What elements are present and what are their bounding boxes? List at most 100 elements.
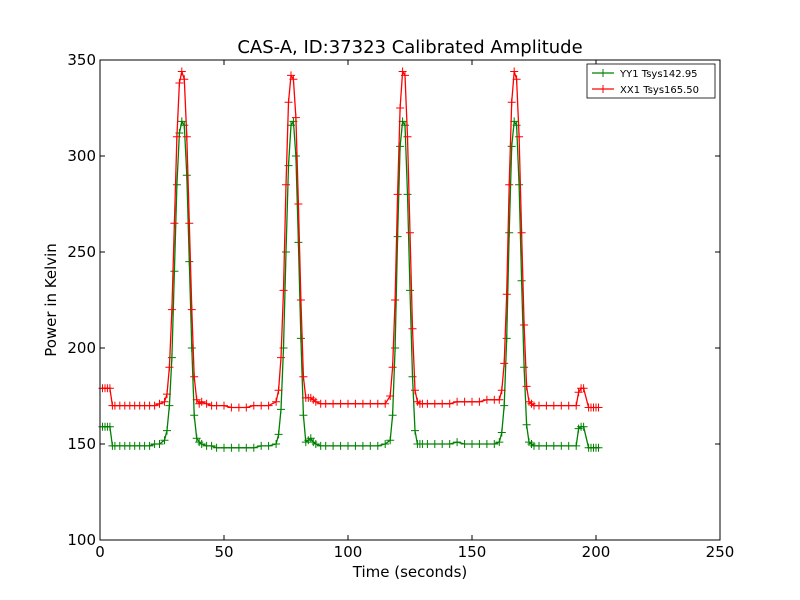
data-point: [386, 436, 395, 445]
data-point: [535, 441, 543, 450]
legend-entry-xx1: XX1 Tsys165.50: [592, 85, 699, 96]
data-point: [296, 296, 305, 304]
data-point: [197, 397, 206, 406]
data-point: [212, 443, 221, 452]
x-tick-label: 100: [334, 543, 363, 561]
data-point: [460, 440, 469, 448]
data-point: [299, 372, 308, 381]
data-point: [277, 405, 285, 414]
series-layer: [98, 67, 603, 452]
data-point: [291, 113, 300, 122]
data-point: [165, 363, 174, 372]
data-point: [187, 344, 196, 352]
data-point: [358, 399, 367, 408]
data-point: [423, 440, 432, 448]
data-point: [155, 399, 164, 408]
legend-box: [586, 63, 716, 99]
data-point: [453, 438, 462, 447]
data-point: [163, 390, 171, 399]
data-point: [522, 382, 531, 391]
data-point: [351, 399, 360, 408]
data-point: [505, 180, 514, 189]
data-point: [373, 441, 382, 450]
data-point: [497, 386, 506, 395]
x-tick-label: 250: [706, 543, 735, 561]
data-point: [572, 401, 581, 410]
data-point: [242, 403, 251, 412]
data-point: [564, 401, 573, 410]
data-point: [557, 441, 566, 450]
data-point: [396, 104, 405, 112]
data-point: [403, 190, 412, 199]
data-point: [495, 438, 504, 447]
data-point: [549, 401, 558, 410]
data-point: [170, 267, 179, 276]
data-point: [453, 397, 462, 406]
data-point: [299, 411, 308, 420]
x-axis-label: Time (seconds): [352, 563, 468, 581]
data-point: [227, 403, 236, 412]
data-point: [329, 441, 338, 450]
legend: YY1 Tsys142.95 XX1 Tsys165.50: [586, 63, 716, 99]
data-point: [249, 443, 258, 452]
data-point: [438, 399, 447, 408]
data-point: [185, 257, 194, 266]
x-tick-label: 200: [582, 543, 611, 561]
data-point: [277, 353, 285, 362]
data-point: [177, 67, 186, 76]
data-point: [393, 232, 402, 241]
data-point: [311, 440, 320, 448]
data-point: [284, 98, 293, 107]
data-point: [321, 399, 330, 408]
data-point: [490, 440, 499, 448]
data-point: [344, 441, 352, 450]
data-point: [381, 440, 390, 448]
data-point: [321, 441, 330, 450]
data-point: [182, 132, 191, 141]
data-point: [406, 228, 414, 237]
data-point: [391, 344, 400, 352]
data-point: [411, 426, 419, 435]
data-point: [542, 401, 551, 410]
data-point: [172, 180, 181, 189]
data-point: [507, 142, 516, 151]
data-point: [510, 67, 519, 76]
x-tick-label: 150: [458, 543, 487, 561]
plot-frame: [99, 59, 721, 541]
data-point: [475, 397, 484, 406]
data-point: [282, 180, 290, 189]
data-point: [542, 441, 551, 450]
data-point: [403, 132, 412, 141]
data-point: [182, 171, 191, 180]
data-point: [557, 401, 566, 410]
data-point: [500, 359, 509, 368]
y-tick-label: 200: [67, 339, 96, 357]
data-point: [468, 397, 476, 406]
data-point: [294, 238, 303, 247]
data-point: [150, 401, 159, 410]
data-point: [502, 290, 511, 299]
data-point: [502, 334, 511, 343]
data-point: [401, 71, 409, 80]
data-point: [234, 443, 243, 452]
data-point: [336, 441, 345, 450]
data-point: [505, 228, 514, 237]
data-point: [282, 248, 290, 256]
y-tick-label: 250: [67, 243, 96, 261]
data-point: [520, 363, 529, 372]
data-point: [105, 422, 114, 431]
y-tick-label: 350: [67, 51, 96, 69]
data-point: [515, 180, 524, 189]
data-point: [358, 441, 367, 450]
data-point: [507, 98, 516, 107]
data-point: [393, 190, 402, 199]
data-point: [272, 440, 281, 448]
data-point: [291, 152, 300, 160]
data-point: [564, 441, 573, 450]
data-point: [517, 228, 526, 237]
data-point: [234, 403, 243, 412]
data-point: [175, 79, 184, 87]
data-point: [329, 399, 338, 408]
data-point: [155, 440, 164, 448]
data-point: [336, 399, 345, 408]
